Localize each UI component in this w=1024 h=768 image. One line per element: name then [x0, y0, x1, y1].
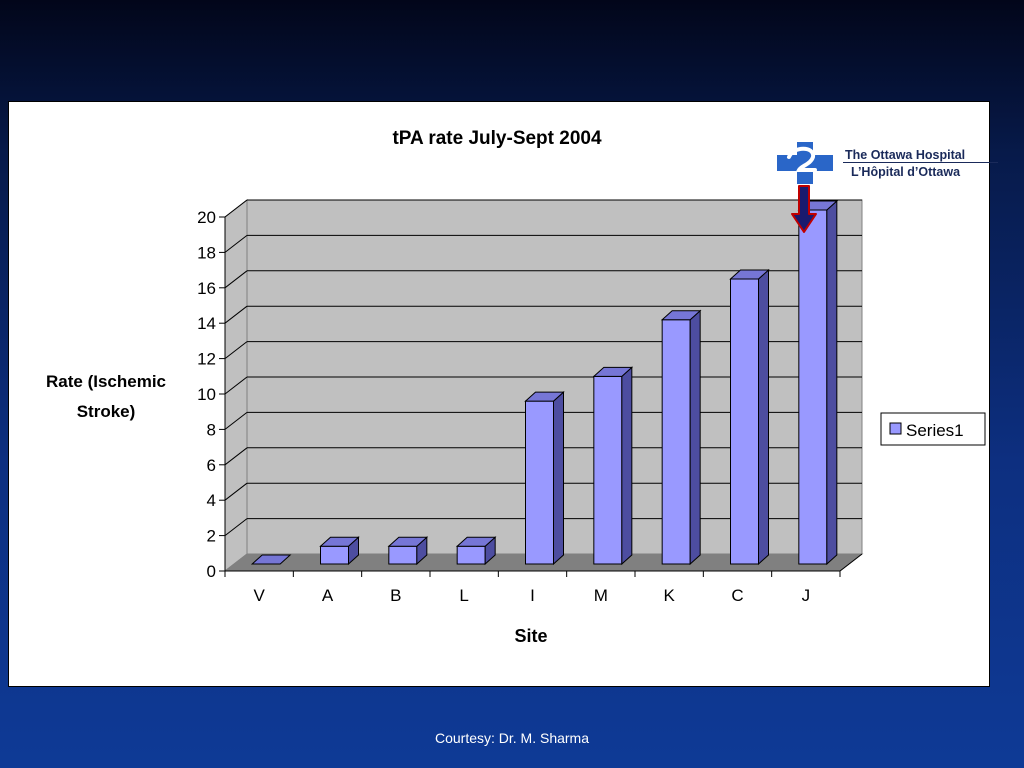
- down-arrow-icon: [791, 185, 817, 233]
- gridline-side: [224, 305, 248, 324]
- y-tick-label: 10: [197, 385, 216, 404]
- bar-L: [456, 545, 486, 565]
- bar-C: [730, 278, 759, 565]
- y-tick-label: 6: [207, 456, 216, 475]
- y-tick-label: 8: [207, 420, 216, 439]
- x-tick-label: L: [459, 586, 468, 605]
- bar-top-A: [319, 536, 360, 547]
- y-tick-label: 16: [197, 279, 216, 298]
- y-tick-label: 18: [197, 243, 216, 262]
- bar-top-L: [455, 536, 497, 547]
- bar-J: [798, 209, 828, 565]
- gridline-side: [224, 235, 248, 253]
- bar-top-V: [250, 554, 292, 565]
- bar-side-K: [689, 309, 701, 566]
- y-axis-label-line-2: Stroke): [77, 402, 136, 421]
- x-axis-depth-line: [839, 553, 863, 572]
- gridline-side: [224, 270, 248, 289]
- logo-line-1: The Ottawa Hospital: [845, 148, 966, 162]
- y-tick-label: 0: [207, 562, 216, 581]
- gridline-side: [224, 518, 248, 536]
- bar-side-C: [758, 268, 769, 566]
- footer-credit: Courtesy: Dr. M. Sharma: [434, 730, 590, 746]
- y-tick-label: 14: [197, 314, 216, 333]
- x-tick-label: I: [530, 586, 535, 605]
- x-tick-label: J: [802, 586, 811, 605]
- gridline-side: [224, 412, 248, 430]
- bar-top-M: [592, 366, 634, 377]
- y-axis-label-line-1: Rate (Ischemic: [46, 372, 166, 391]
- bar-A: [320, 545, 349, 565]
- x-tick-label: C: [731, 586, 743, 605]
- x-tick-label: M: [594, 586, 608, 605]
- chart-title: tPA rate July-Sept 2004: [392, 128, 602, 149]
- gridline-side: [224, 376, 248, 395]
- x-tick-label: K: [663, 586, 675, 605]
- bar-B: [388, 545, 418, 565]
- chart-svg: tPA rate July-Sept 2004 Rate (Ischemic S…: [46, 128, 986, 646]
- legend-swatch: [889, 422, 902, 435]
- bar-K: [661, 319, 691, 565]
- bar-side-I: [553, 391, 564, 566]
- bar-M: [593, 375, 623, 565]
- logo-divider: [843, 162, 998, 163]
- gridline-side: [224, 447, 248, 466]
- y-tick-label: 2: [207, 527, 216, 546]
- bar-side-J: [826, 199, 838, 566]
- bar-top-C: [729, 269, 770, 280]
- legend: Series1: [880, 412, 986, 446]
- legend-label: Series1: [906, 421, 964, 440]
- gridline-side: [224, 482, 248, 501]
- x-axis-label: Site: [514, 626, 547, 646]
- bar-side-M: [621, 366, 633, 566]
- plot-area: 0 2 4 6 8 10 12 14 16 18 20 V A B L I M K C J: [197, 198, 864, 605]
- x-tick-label: V: [253, 586, 265, 605]
- logo-line-2: L’Hôpital d’Ottawa: [851, 165, 961, 179]
- y-tick-label: 20: [197, 208, 216, 227]
- bar-top-I: [524, 391, 565, 402]
- chart-panel: tPA rate July-Sept 2004 Rate (Ischemic S…: [8, 101, 990, 687]
- y-tick-label: 12: [197, 350, 216, 369]
- x-tick-label: A: [322, 586, 334, 605]
- bar-top-K: [660, 310, 702, 321]
- gridline-side: [224, 199, 248, 218]
- gridline-side: [224, 341, 248, 359]
- y-tick-label: 4: [207, 491, 216, 510]
- bar-I: [525, 400, 554, 565]
- bar-top-B: [387, 536, 429, 547]
- hospital-logo: The Ottawa Hospital L’Hôpital d’Ottawa: [775, 140, 1000, 186]
- hospital-cross-logo-icon: [777, 142, 833, 184]
- x-tick-label: B: [390, 586, 401, 605]
